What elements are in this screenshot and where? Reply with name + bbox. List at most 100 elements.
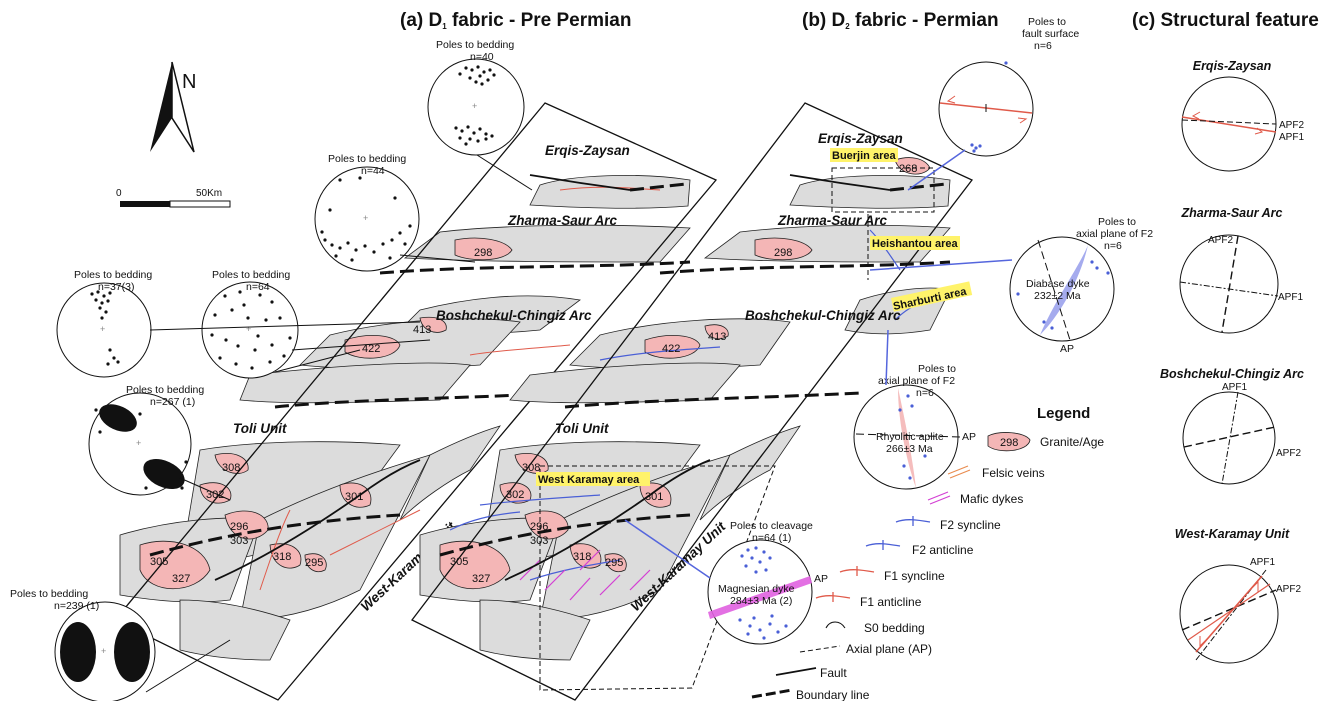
- fault-a1: [529, 174, 631, 191]
- stereonet-b2: [1009, 236, 1115, 342]
- boundary-line-a1: [379, 260, 691, 275]
- f2-syncline-icon: [895, 516, 931, 526]
- axial-plane-icon: [799, 645, 841, 653]
- net-title: fault surface: [1022, 28, 1079, 40]
- net-age: 284±3 Ma (2): [730, 595, 792, 607]
- unit-label: Zharma-Saur Arc: [777, 213, 888, 228]
- stereonet-a2: +: [314, 166, 420, 272]
- age-label: 301: [345, 491, 363, 503]
- net-count: n=6: [916, 387, 934, 399]
- granite-swatch-icon: [987, 432, 1031, 452]
- area-label-buerjin: Buerjin area: [832, 150, 896, 162]
- net-age: 232±2 Ma: [1034, 290, 1081, 302]
- net-rock: Diabase dyke: [1026, 278, 1090, 290]
- age-label: 296: [530, 521, 548, 533]
- scale-distance: 50Km: [196, 188, 222, 199]
- net-count: n=6: [1034, 40, 1052, 52]
- stereonet-b4: [707, 539, 813, 645]
- map-panel-a: 298 413 422 308 302 296 303 305 327 318 …: [113, 102, 718, 701]
- legend-item: Fault: [820, 666, 847, 680]
- apf-label: APF1: [1250, 557, 1275, 568]
- stereonet-b1: [938, 61, 1034, 157]
- terrane-bodies-a: [119, 175, 691, 661]
- felsic-vein-icon: [947, 465, 971, 479]
- legend: Legend 298 Granite/Age Felsic veins Mafi…: [751, 405, 1104, 701]
- west-karamay-box: [539, 465, 776, 691]
- f2-fold-traces-b: [449, 229, 926, 581]
- net-title: Poles to: [918, 363, 956, 375]
- boundary-line-a3: [149, 513, 401, 557]
- age-label: 413: [413, 324, 431, 336]
- net-title: axial plane of F2: [878, 375, 955, 387]
- age-label: 298: [474, 247, 492, 259]
- legend-item: Boundary line: [796, 688, 870, 701]
- legend-item: Mafic dykes: [960, 492, 1023, 506]
- net-title: Poles to: [1028, 16, 1066, 28]
- net-count: n=64 (1): [752, 532, 791, 544]
- title-b: (b) D2 fabric - Permian: [802, 10, 999, 31]
- legend-item: Felsic veins: [982, 466, 1045, 480]
- stereonet-a6: +: [54, 601, 156, 701]
- stereonet-a5: +: [88, 392, 192, 496]
- legend-item: S0 bedding: [864, 621, 925, 635]
- net-ap: AP: [814, 573, 828, 585]
- age-label: 303: [530, 535, 548, 547]
- age-label: 303: [230, 535, 248, 547]
- age-label: 298: [774, 247, 792, 259]
- net-count: n=6: [1104, 240, 1122, 252]
- mafic-dyke-icon: [927, 491, 951, 505]
- age-label: 308: [222, 462, 240, 474]
- net-title: Poles to bedding: [212, 269, 290, 281]
- scale-zero: 0: [116, 188, 122, 199]
- net-ap: AP: [962, 431, 976, 443]
- legend-title: Legend: [1037, 405, 1090, 422]
- scale-bar: [120, 200, 231, 208]
- age-label: 302: [506, 489, 524, 501]
- stereonet-a1: +: [427, 58, 525, 156]
- svg-text:+: +: [136, 438, 141, 448]
- f2-anticline-icon: [865, 540, 901, 550]
- buerjin-box: [831, 167, 935, 213]
- unit-label: Toli Unit: [555, 421, 609, 436]
- map-frame-b: [411, 102, 974, 701]
- structural-title: Boshchekul-Chingiz Arc: [1160, 367, 1304, 381]
- f1-syncline-icon: [839, 566, 875, 576]
- net-title: axial plane of F2: [1076, 228, 1153, 240]
- age-label: 308: [522, 462, 540, 474]
- pole-dots: [454, 65, 496, 146]
- net-count: n=37(3): [98, 281, 134, 293]
- age-label: 268: [899, 163, 917, 175]
- net-count: n=267 (1): [150, 396, 195, 408]
- legend-item: F1 anticline: [860, 595, 922, 609]
- legend-item: Axial plane (AP): [846, 642, 932, 656]
- net-count: n=40: [470, 51, 494, 63]
- age-label: 327: [472, 573, 490, 585]
- svg-text:+: +: [246, 324, 251, 334]
- net-title: Poles to bedding: [126, 384, 204, 396]
- age-label: 422: [362, 343, 380, 355]
- structural-title: West-Karamay Unit: [1175, 527, 1290, 541]
- title-a: (a) D1 fabric - Pre Permian: [400, 10, 631, 31]
- unit-label: Boshchekul-Chingiz Arc: [745, 308, 901, 323]
- net-title: Poles to bedding: [328, 153, 406, 165]
- svg-text:+: +: [472, 101, 477, 111]
- svg-text:+: +: [363, 213, 368, 223]
- net-title: Poles to bedding: [74, 269, 152, 281]
- fault-icon: [775, 667, 817, 676]
- age-label: 296: [230, 521, 248, 533]
- age-label: 318: [273, 551, 291, 563]
- leader-lines-a: [145, 154, 533, 693]
- unit-label: Zharma-Saur Arc: [507, 213, 618, 228]
- unit-label: Boshchekul-Chingiz Arc: [436, 308, 592, 323]
- age-label: 305: [450, 556, 468, 568]
- boundary-line-icon: [751, 688, 793, 699]
- age-label: 422: [662, 343, 680, 355]
- s0-bedding-icon: [825, 621, 846, 629]
- north-label: N: [182, 71, 196, 93]
- boundary-line-a4: [629, 182, 687, 192]
- stereonet-b3: [853, 384, 961, 490]
- legend-item: F1 syncline: [884, 569, 945, 583]
- title-c: (c) Structural feature: [1132, 10, 1319, 31]
- age-label: 413: [708, 331, 726, 343]
